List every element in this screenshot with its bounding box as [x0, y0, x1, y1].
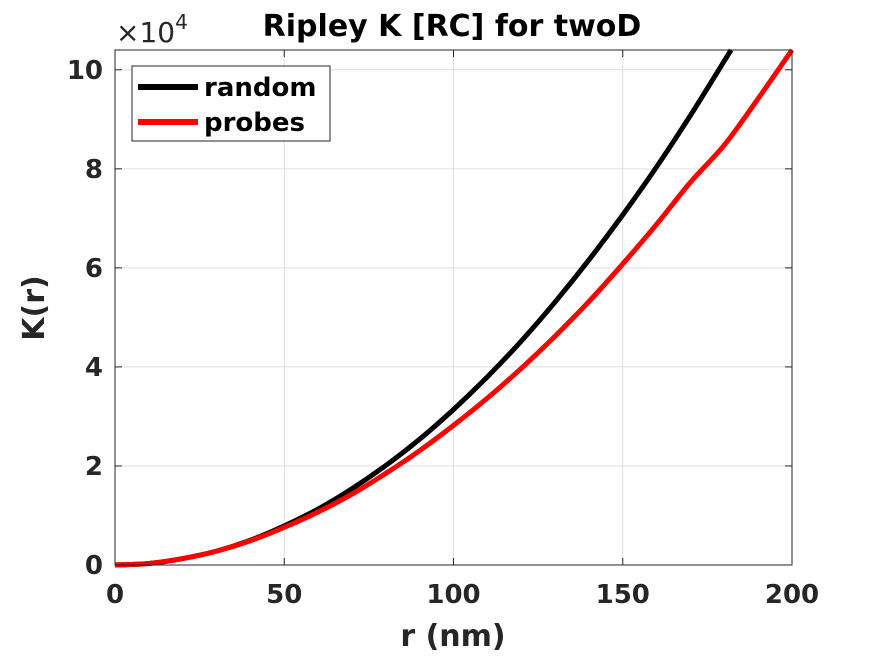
y-tick-label: 8	[85, 155, 103, 185]
y-exponent-base: ×10	[116, 16, 175, 49]
x-tick-label: 100	[426, 580, 480, 610]
series-line-probes	[114, 48, 795, 568]
legend-label-probes: probes	[204, 108, 305, 138]
y-axis-title: K(r)	[17, 275, 52, 340]
y-tick-label: 2	[85, 452, 103, 482]
y-exponent-label: ×104	[116, 10, 188, 49]
y-tick-label: 10	[67, 56, 103, 86]
chart-title: Ripley K [RC] for twoD	[263, 9, 642, 44]
ticks	[114, 50, 793, 566]
legend: random probes	[131, 65, 331, 142]
legend-box	[131, 65, 331, 142]
x-axis-title: r (nm)	[400, 619, 505, 654]
y-tick-label: 4	[85, 353, 103, 383]
y-tick-label: 0	[85, 551, 103, 581]
x-tick-label: 0	[106, 580, 124, 610]
x-tick-label: 200	[765, 580, 819, 610]
series-layer	[114, 48, 795, 568]
y-exponent-power: 4	[175, 10, 188, 34]
x-tick-label: 150	[596, 580, 650, 610]
legend-label-random: random	[204, 73, 316, 103]
x-tick-label: 50	[266, 580, 302, 610]
y-tick-label: 6	[85, 254, 103, 284]
tick-labels: 0 50 100 150 200 0 2 4 6 8 10	[67, 56, 819, 610]
